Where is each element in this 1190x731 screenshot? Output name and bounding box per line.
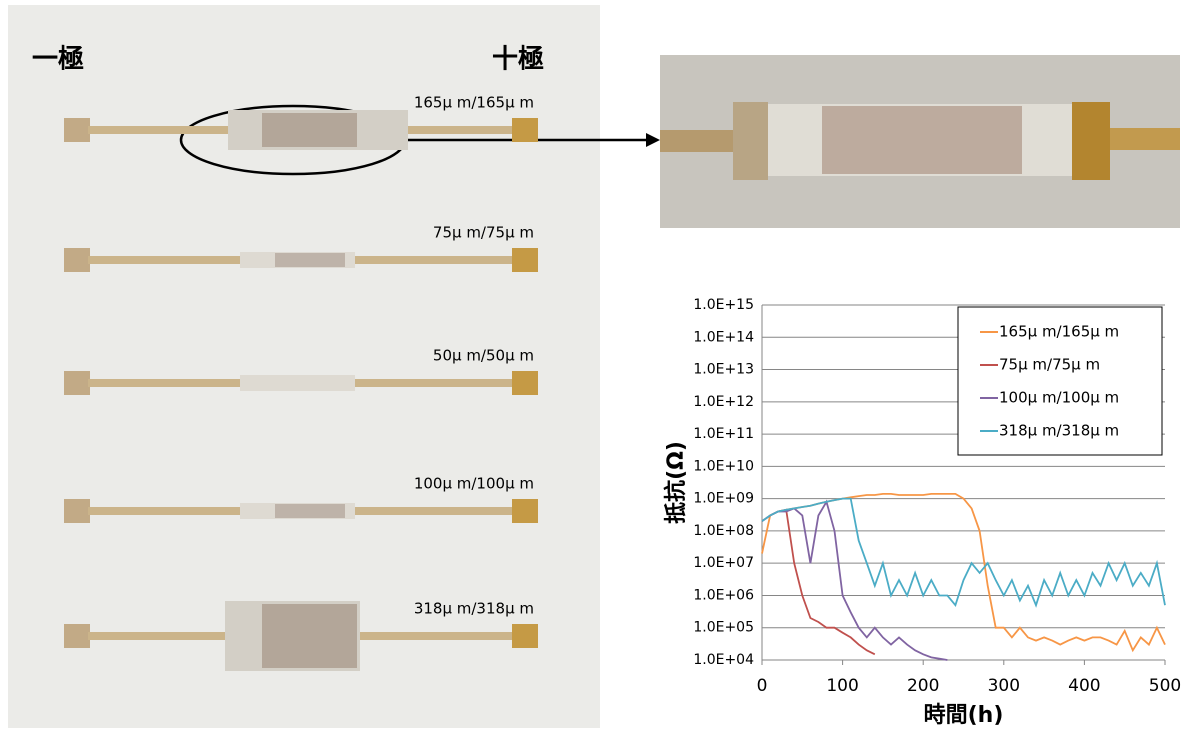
minus-label: 一極 xyxy=(32,45,84,75)
legend-label: 75μ m/75μ m xyxy=(999,356,1100,374)
y-tick-label: 1.0E+09 xyxy=(693,491,754,507)
comb xyxy=(240,375,355,391)
x-tick-label: 400 xyxy=(1068,676,1100,696)
pad xyxy=(512,624,538,648)
y-tick-label: 1.0E+07 xyxy=(693,555,754,571)
comb-dots xyxy=(262,604,357,668)
plus-label: 十極 xyxy=(492,45,544,75)
comb-dots xyxy=(262,113,357,147)
pad xyxy=(64,499,90,523)
x-tick-label: 500 xyxy=(1149,676,1181,696)
y-tick-label: 1.0E+15 xyxy=(693,297,754,313)
pad xyxy=(64,624,90,648)
sample-label: 165μ m/165μ m xyxy=(414,94,534,112)
zoom-electrode xyxy=(660,102,1180,180)
sample-label: 75μ m/75μ m xyxy=(433,224,534,242)
pad xyxy=(512,118,538,142)
sample-label: 318μ m/318μ m xyxy=(414,600,534,618)
y-tick-label: 1.0E+14 xyxy=(693,329,754,345)
y-tick-label: 1.0E+11 xyxy=(693,426,754,442)
y-tick-label: 1.0E+05 xyxy=(693,620,754,636)
y-axis-title: 抵抗(Ω) xyxy=(663,441,689,524)
series-line xyxy=(761,497,1166,608)
x-tick-label: 300 xyxy=(988,676,1020,696)
sample-label: 50μ m/50μ m xyxy=(433,347,534,365)
comb-dots xyxy=(275,253,345,267)
sample-label: 100μ m/100μ m xyxy=(414,475,534,493)
y-tick-label: 1.0E+08 xyxy=(693,523,754,539)
arrow-head xyxy=(646,133,660,147)
y-tick-label: 1.0E+10 xyxy=(693,458,754,474)
legend-label: 165μ m/165μ m xyxy=(999,323,1119,341)
pad xyxy=(64,371,90,395)
y-tick-label: 1.0E+12 xyxy=(693,394,754,410)
legend-label: 318μ m/318μ m xyxy=(999,422,1119,440)
pad xyxy=(512,371,538,395)
x-tick-label: 0 xyxy=(757,676,768,696)
x-tick-label: 200 xyxy=(907,676,939,696)
pad xyxy=(64,248,90,272)
y-tick-label: 1.0E+06 xyxy=(693,587,754,603)
y-tick-label: 1.0E+13 xyxy=(693,362,754,378)
pad xyxy=(64,118,90,142)
y-tick-label: 1.0E+04 xyxy=(693,652,754,668)
x-tick-label: 100 xyxy=(826,676,858,696)
x-axis-title: 時間(h) xyxy=(924,703,1004,728)
comb-dots xyxy=(275,504,345,518)
pad xyxy=(512,248,538,272)
pad xyxy=(512,499,538,523)
legend-label: 100μ m/100μ m xyxy=(999,389,1119,407)
